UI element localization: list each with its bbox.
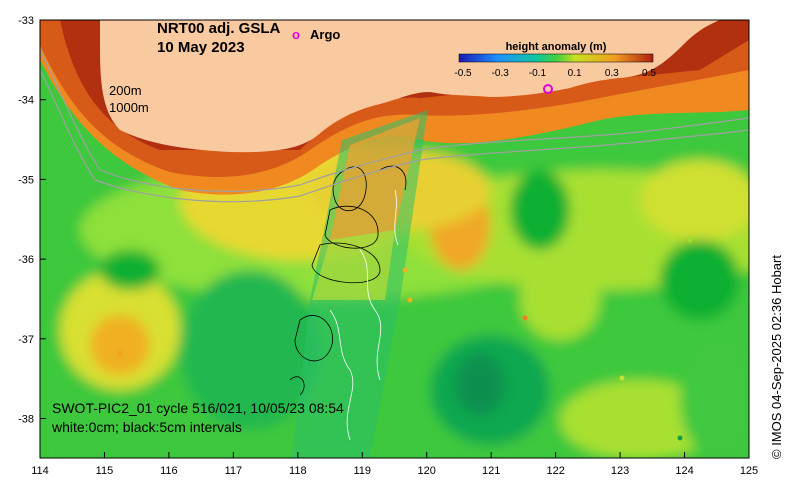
colorbar-tick-label: 0.3 [605, 68, 619, 79]
x-tick-label: 114 [31, 465, 49, 477]
contour-1000m-label: 1000m [109, 100, 149, 115]
y-tick-label: -38 [18, 414, 34, 426]
y-tick-marks [40, 19, 46, 419]
negative-anomaly-patch [100, 250, 160, 290]
argo-legend-icon: o [292, 27, 300, 42]
x-tick-label: 121 [482, 465, 500, 477]
x-tick-label: 122 [546, 465, 564, 477]
ocean-field [40, 20, 749, 458]
x-tick-label: 118 [289, 465, 307, 477]
x-tick-label: 119 [353, 465, 371, 477]
x-tick-label: 116 [160, 465, 178, 477]
x-tick-label: 124 [675, 465, 693, 477]
colorbar-tick-label: 0.1 [568, 68, 582, 79]
colorbar-tick-label: -0.1 [529, 68, 547, 79]
x-tick-label: 115 [96, 465, 114, 477]
plot-frame [39, 19, 750, 459]
map-date: 10 May 2023 [157, 39, 245, 56]
x-tick-label: 120 [418, 465, 436, 477]
contour-interval-note: white:0cm; black:5cm intervals [51, 419, 242, 435]
y-tick-label: -36 [18, 254, 34, 266]
y-tick-label: -35 [18, 174, 34, 186]
y-tick-label: -34 [18, 95, 34, 107]
colorbar-ticks: -0.5 -0.3 -0.1 0.1 0.3 0.5 [454, 68, 656, 79]
copyright-credit: © IMOS 04-Sep-2025 02:36 Hobart [769, 255, 784, 459]
colorbar-tick-label: 0.5 [642, 68, 656, 79]
swath-black-contours [289, 165, 407, 396]
y-axis-labels: -33 -34 -35 -36 -37 -38 [18, 15, 34, 426]
swath-white-contours [329, 189, 399, 441]
colorbar [458, 53, 654, 63]
x-tick-marks [39, 452, 750, 458]
x-tick-label: 123 [611, 465, 629, 477]
bathymetry-contours [40, 49, 749, 203]
map-title: NRT00 adj. GSLA [157, 20, 281, 37]
australia-land [100, 20, 720, 153]
x-tick-label: 125 [740, 465, 758, 477]
swath-annotation: SWOT-PIC2_01 cycle 516/021, 10/05/23 08:… [52, 400, 344, 416]
x-axis-labels: 114 115 116 117 118 119 120 121 122 123 124 125 [31, 465, 758, 477]
y-tick-label: -37 [18, 334, 34, 346]
colorbar-tick-label: -0.5 [454, 68, 472, 79]
x-tick-label: 117 [225, 465, 243, 477]
colorbar-title: height anomaly (m) [506, 41, 607, 53]
argo-floats [117, 84, 723, 441]
colorbar-tick-label: -0.3 [492, 68, 510, 79]
y-tick-label: -33 [18, 15, 34, 27]
contour-200m-label: 200m [109, 83, 142, 98]
argo-legend-label: Argo [310, 27, 340, 42]
